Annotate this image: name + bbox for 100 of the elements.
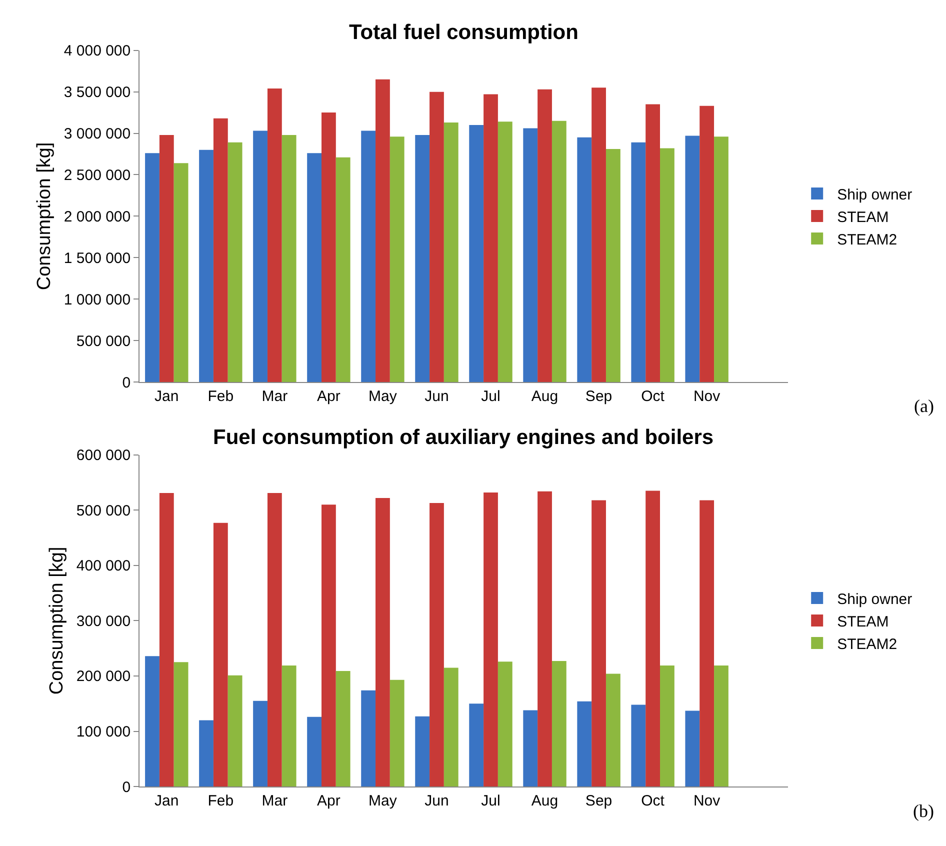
bar: [538, 491, 552, 787]
text: (a): [914, 396, 934, 416]
bar: [685, 710, 700, 787]
y-tick-label: 3 000 000: [64, 126, 131, 143]
bar: [145, 656, 160, 787]
bar: [228, 142, 242, 382]
bar: [660, 148, 674, 382]
bar: [484, 94, 498, 382]
y-tick-label: 2 500 000: [64, 166, 131, 184]
x-tick-label: Jun: [424, 792, 449, 810]
bar: [267, 493, 282, 787]
bar: [606, 149, 620, 382]
x-tick-label: Nov: [693, 388, 721, 406]
legend-label: STEAM2: [837, 231, 898, 248]
x-tick-label: May: [368, 792, 398, 810]
bar: [577, 701, 592, 787]
bar: [552, 661, 566, 787]
bar: [390, 680, 404, 787]
bar: [430, 502, 444, 787]
bar: [336, 671, 350, 787]
bar: [415, 716, 430, 787]
bar: [646, 104, 660, 382]
bar: [469, 124, 484, 382]
bar: [322, 112, 336, 382]
bar: [631, 704, 646, 787]
bar: [631, 142, 646, 382]
bar: [174, 163, 188, 382]
bar: [145, 153, 160, 382]
bar: [592, 500, 606, 787]
bar: [267, 88, 282, 382]
bar: [577, 137, 592, 382]
y-tick-label: 0: [122, 778, 131, 796]
bar: [444, 668, 458, 787]
x-tick-label: Jul: [481, 792, 500, 810]
bar: [646, 490, 660, 787]
bar: [484, 492, 498, 787]
x-tick-label: Feb: [208, 792, 234, 810]
chart-title: Fuel consumption of auxiliary engines and boilers: [213, 426, 714, 449]
bar: [444, 122, 458, 382]
x-tick-label: May: [368, 388, 398, 406]
y-axis-title: Consumption [kg]: [34, 142, 55, 290]
bar: [159, 134, 174, 382]
legend-label: STEAM: [837, 208, 889, 226]
y-tick-label: 500 000: [76, 332, 131, 350]
x-tick-label: Jun: [424, 388, 449, 406]
bar: [415, 134, 430, 382]
x-tick-label: Jul: [481, 388, 500, 406]
bar: [199, 720, 214, 787]
text: (b): [913, 801, 934, 821]
y-tick-label: 3 500 000: [64, 84, 131, 102]
x-tick-label: Apr: [317, 388, 340, 406]
y-tick-label: 600 000: [76, 447, 131, 464]
bar: [253, 700, 268, 787]
y-tick-label: 1 000 000: [64, 291, 131, 308]
bar: [376, 79, 390, 382]
bar: [174, 662, 188, 787]
y-axis-title: Consumption [kg]: [46, 546, 68, 695]
x-tick-label: Jan: [154, 388, 179, 406]
bar: [700, 500, 714, 787]
bar: [322, 504, 336, 787]
legend-label: STEAM2: [837, 636, 898, 653]
bar: [523, 710, 538, 787]
bar: [469, 704, 484, 787]
bar: [660, 665, 674, 787]
bar: [361, 130, 376, 382]
x-tick-label: Apr: [317, 792, 340, 810]
y-tick-label: 500 000: [76, 502, 131, 520]
y-tick-label: 0: [122, 374, 131, 392]
x-tick-label: Mar: [262, 792, 288, 810]
x-tick-label: Feb: [208, 388, 234, 406]
bar: [361, 690, 376, 787]
bar: [390, 136, 404, 382]
y-tick-label: 1 500 000: [64, 250, 131, 267]
bar: [498, 662, 512, 787]
bar: [307, 716, 322, 787]
bar: [714, 136, 728, 382]
x-tick-label: Mar: [262, 388, 288, 406]
bar: [307, 153, 322, 382]
y-tick-label: 2 000 000: [64, 208, 131, 226]
y-tick-label: 200 000: [76, 668, 131, 686]
x-tick-label: Oct: [641, 388, 666, 406]
bar: [523, 128, 538, 382]
x-tick-label: Sep: [585, 388, 612, 406]
bar: [592, 88, 606, 382]
bar: [282, 134, 296, 382]
y-tick-label: 400 000: [76, 558, 131, 575]
bar: [336, 157, 350, 382]
bar: [228, 675, 242, 787]
bar: [199, 150, 214, 382]
bar: [430, 92, 444, 382]
bar: [714, 665, 728, 787]
x-tick-label: Sep: [585, 792, 612, 810]
bar: [282, 665, 296, 787]
bar: [606, 674, 620, 787]
bar: [159, 493, 174, 787]
y-tick-label: 4 000 000: [64, 42, 131, 60]
x-tick-label: Aug: [531, 388, 558, 406]
bar: [552, 120, 566, 382]
bar: [685, 136, 700, 382]
legend-label: Ship owner: [837, 590, 912, 608]
